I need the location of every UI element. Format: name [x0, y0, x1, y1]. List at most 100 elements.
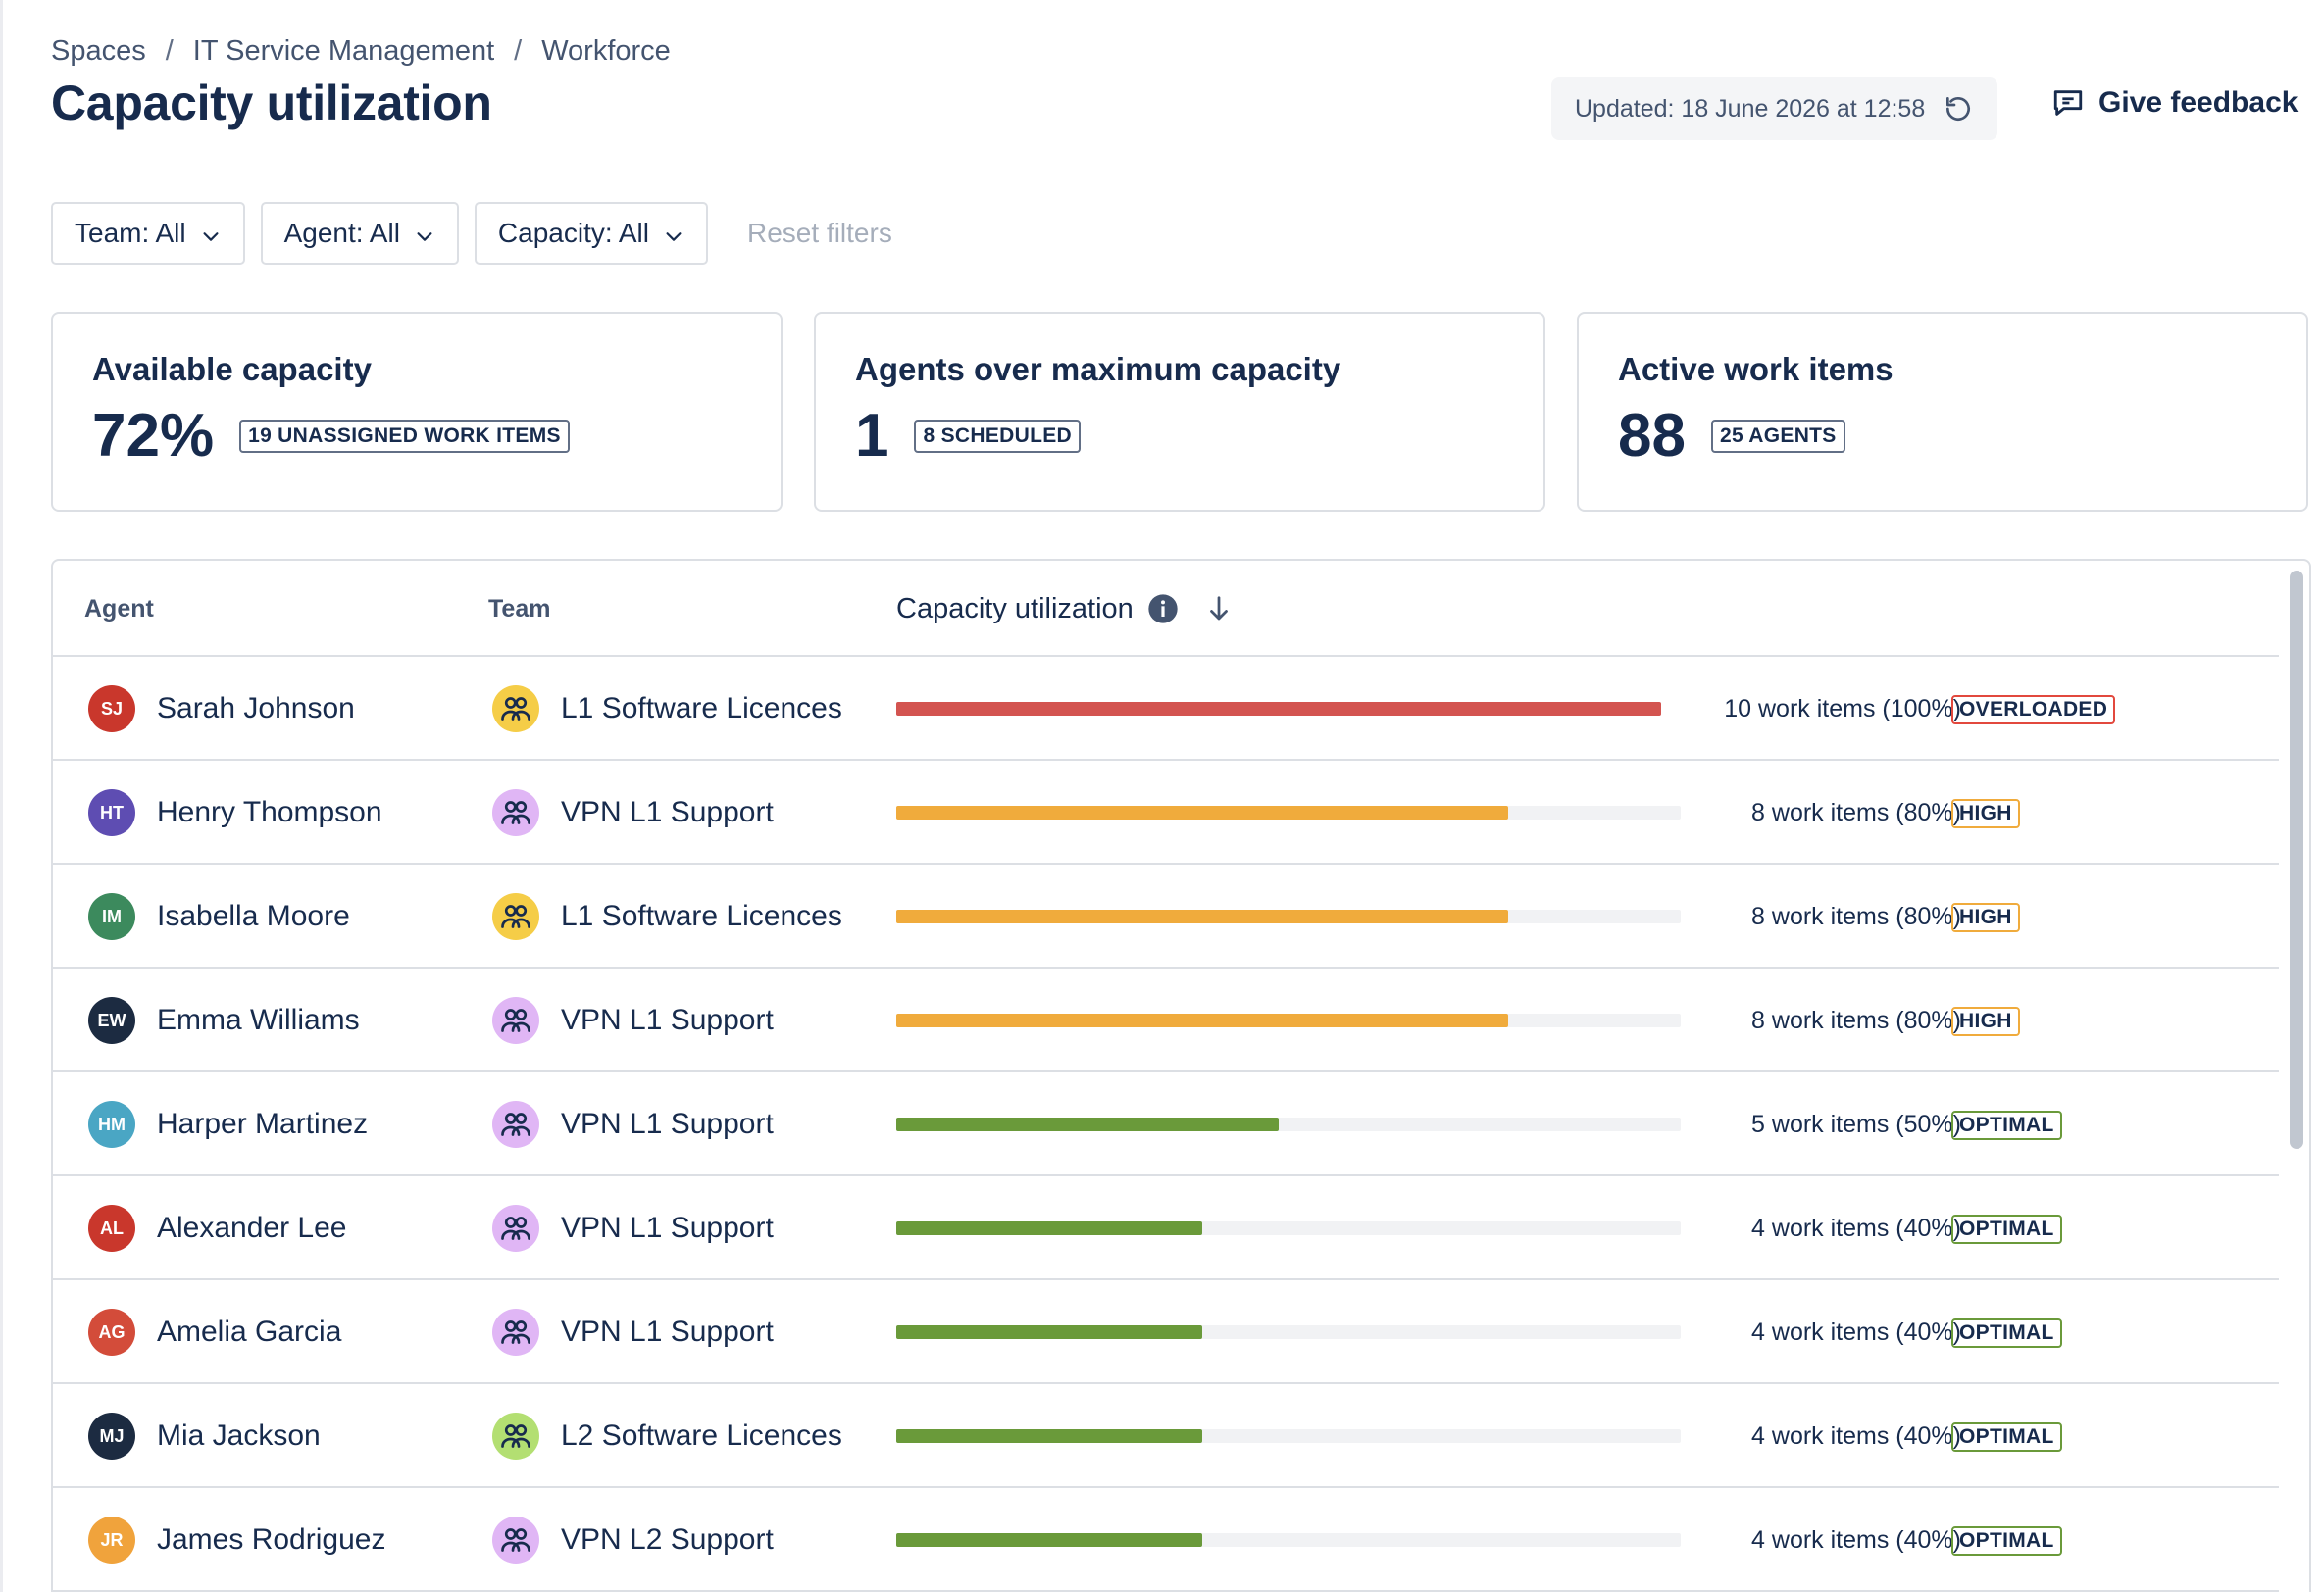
avatar: MJ: [88, 1413, 135, 1460]
card-title: Available capacity: [92, 351, 372, 387]
work-items-text: 5 work items (50%): [1751, 1110, 1961, 1138]
card-title: Active work items: [1618, 351, 1894, 387]
table-row[interactable]: HT Henry Thompson VPN L1 Support 8 work ite…: [53, 761, 2279, 865]
agent-name[interactable]: Harper Martinez: [157, 1108, 369, 1140]
filter-bar: Team: All Agent: All Capacity: All Reset…: [51, 202, 892, 265]
reset-filters-button[interactable]: Reset filters: [747, 218, 892, 248]
capacity-table: Agent Team Capacity utilization SJ Sarah …: [51, 559, 2311, 1592]
avatar: IM: [88, 893, 135, 940]
team-name[interactable]: VPN L1 Support: [561, 1004, 774, 1036]
agent-name[interactable]: Sarah Johnson: [157, 692, 355, 724]
avatar: EW: [88, 997, 135, 1044]
agent-name[interactable]: Mia Jackson: [157, 1419, 321, 1452]
agent-name[interactable]: Emma Williams: [157, 1004, 360, 1036]
agent-name[interactable]: Alexander Lee: [157, 1212, 347, 1244]
status-badge: OPTIMAL: [1951, 1318, 2062, 1348]
team-filter-label: Team: All: [75, 218, 186, 248]
capacity-bar-track: [896, 702, 1661, 716]
team-name[interactable]: VPN L1 Support: [561, 796, 774, 828]
give-feedback-button[interactable]: Give feedback: [2051, 86, 2298, 120]
team-icon: [492, 1205, 539, 1252]
available-capacity-card: Available capacity 72% 19 UNASSIGNED WOR…: [51, 312, 783, 512]
breadcrumb-workforce[interactable]: Workforce: [541, 35, 671, 67]
refresh-icon[interactable]: [1943, 93, 1974, 124]
team-name[interactable]: VPN L1 Support: [561, 1316, 774, 1348]
team-name[interactable]: VPN L1 Support: [561, 1212, 774, 1244]
column-header-capacity[interactable]: Capacity utilization: [896, 561, 1234, 657]
team-icon: [492, 685, 539, 732]
team-icon: [492, 1309, 539, 1356]
table-row[interactable]: JR James Rodriguez VPN L2 Support 4 work it…: [53, 1488, 2279, 1592]
capacity-bar-fill: [896, 1221, 1202, 1235]
vertical-scrollbar[interactable]: [2290, 571, 2303, 1149]
status-badge: HIGH: [1951, 1007, 2020, 1036]
team-name[interactable]: L1 Software Licences: [561, 692, 842, 724]
column-header-agent[interactable]: Agent: [84, 594, 154, 622]
card-title: Agents over maximum capacity: [855, 351, 1341, 387]
capacity-bar-fill: [896, 910, 1508, 923]
agent-name[interactable]: Isabella Moore: [157, 900, 350, 932]
last-updated-text: Updated: 18 June 2026 at 12:58: [1575, 94, 1926, 123]
status-badge: HIGH: [1951, 799, 2020, 828]
capacity-filter-dropdown[interactable]: Capacity: All: [474, 202, 708, 265]
status-badge: OPTIMAL: [1951, 1215, 2062, 1244]
team-filter-dropdown[interactable]: Team: All: [51, 202, 245, 265]
active-work-items-card: Active work items 88 25 AGENTS: [1577, 312, 2308, 512]
table-row[interactable]: MJ Mia Jackson L2 Software Licences 4 work …: [53, 1384, 2279, 1488]
team-name[interactable]: VPN L2 Support: [561, 1523, 774, 1556]
table-header: Agent Team Capacity utilization: [53, 561, 2279, 657]
column-header-team[interactable]: Team: [488, 594, 551, 622]
work-items-text: 8 work items (80%): [1751, 798, 1961, 826]
breadcrumb-spaces[interactable]: Spaces: [51, 35, 146, 67]
column-header-capacity-label: Capacity utilization: [896, 592, 1134, 624]
team-icon: [492, 1413, 539, 1460]
capacity-bar-fill: [896, 806, 1508, 820]
summary-cards: Available capacity 72% 19 UNASSIGNED WOR…: [51, 312, 2308, 512]
sort-descending-icon[interactable]: [1204, 594, 1234, 623]
status-badge: OPTIMAL: [1951, 1111, 2062, 1140]
card-badge: 19 UNASSIGNED WORK ITEMS: [239, 420, 570, 453]
team-name[interactable]: L2 Software Licences: [561, 1419, 842, 1452]
team-name[interactable]: VPN L1 Support: [561, 1108, 774, 1140]
breadcrumb-it-service-management[interactable]: IT Service Management: [192, 35, 495, 67]
capacity-bar-track: [896, 1429, 1681, 1443]
page: Spaces / IT Service Management / Workfor…: [51, 0, 2311, 1592]
avatar: AG: [88, 1309, 135, 1356]
avatar: AL: [88, 1205, 135, 1252]
table-row[interactable]: AG Amelia Garcia VPN L1 Support 4 work item…: [53, 1280, 2279, 1384]
agent-name[interactable]: Henry Thompson: [157, 796, 382, 828]
card-badge: 8 SCHEDULED: [914, 420, 1081, 453]
table-row[interactable]: EW Emma Williams VPN L1 Support 8 work item…: [53, 969, 2279, 1072]
capacity-bar-track: [896, 910, 1681, 923]
team-name[interactable]: L1 Software Licences: [561, 900, 842, 932]
team-icon: [492, 1517, 539, 1564]
work-items-text: 10 work items (100%): [1724, 694, 1961, 722]
avatar: JR: [88, 1517, 135, 1564]
team-icon: [492, 997, 539, 1044]
team-icon: [492, 789, 539, 836]
table-row[interactable]: HM Harper Martinez VPN L1 Support 5 work it…: [53, 1072, 2279, 1176]
capacity-bar-track: [896, 1118, 1681, 1131]
work-items-text: 4 work items (40%): [1751, 1318, 1961, 1346]
capacity-bar-track: [896, 1221, 1681, 1235]
breadcrumb-separator: /: [514, 35, 523, 67]
table-row[interactable]: SJ Sarah Johnson L1 Software Licences 10 wo…: [53, 657, 2279, 761]
status-badge: OVERLOADED: [1951, 695, 2116, 724]
agent-filter-dropdown[interactable]: Agent: All: [260, 202, 459, 265]
info-icon[interactable]: [1147, 593, 1179, 624]
breadcrumb-separator: /: [165, 35, 174, 67]
work-items-text: 4 work items (40%): [1751, 1214, 1961, 1242]
agent-name[interactable]: Amelia Garcia: [157, 1316, 342, 1348]
capacity-bar-track: [896, 1325, 1681, 1339]
capacity-bar-fill: [896, 1118, 1279, 1131]
status-badge: OPTIMAL: [1951, 1422, 2062, 1452]
chevron-down-icon: [200, 223, 222, 244]
team-icon: [492, 893, 539, 940]
card-badge: 25 AGENTS: [1710, 420, 1845, 453]
table-row[interactable]: IM Isabella Moore L1 Software Licences 8 wo…: [53, 865, 2279, 969]
agent-name[interactable]: James Rodriguez: [157, 1523, 386, 1556]
left-panel-border: [0, 0, 3, 1592]
page-title: Capacity utilization: [51, 75, 492, 130]
last-updated-badge: Updated: 18 June 2026 at 12:58: [1551, 77, 1998, 140]
table-row[interactable]: AL Alexander Lee VPN L1 Support 4 work item…: [53, 1176, 2279, 1280]
